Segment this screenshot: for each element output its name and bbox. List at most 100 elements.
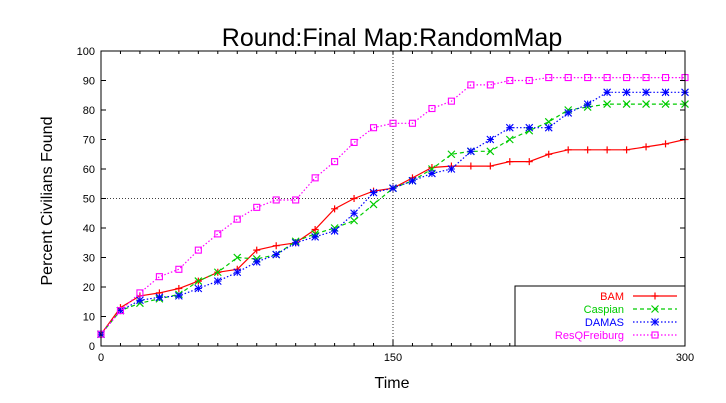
- data-point-square: [214, 230, 222, 238]
- y-tick-label: 80: [83, 105, 95, 117]
- data-point-square: [506, 76, 514, 85]
- data-point-plus: [506, 158, 514, 166]
- x-tick-label: 150: [384, 352, 402, 364]
- legend-label: ResQFreiburg: [555, 330, 624, 342]
- data-point-square: [175, 265, 183, 273]
- y-tick-label: 10: [83, 312, 95, 324]
- data-point-square: [331, 158, 339, 166]
- x-tick-label: 0: [98, 352, 104, 364]
- data-point-star: [525, 123, 534, 132]
- data-point-square: [155, 273, 163, 281]
- data-point-star: [428, 169, 436, 178]
- chart-title: Round:Final Map:RandomMap: [222, 24, 562, 52]
- data-point-x: [505, 135, 514, 144]
- data-point-plus: [662, 140, 670, 148]
- data-point-square: [623, 74, 631, 82]
- data-point-star: [642, 88, 650, 97]
- data-point-star: [174, 291, 183, 300]
- data-point-x: [194, 277, 203, 286]
- data-point-x: [544, 117, 553, 126]
- data-point-plus: [642, 143, 650, 151]
- data-point-square: [428, 104, 436, 113]
- series-lines: [97, 74, 689, 339]
- legend-label: DAMAS: [585, 317, 624, 329]
- data-point-plus: [525, 158, 533, 166]
- y-tick-label: 20: [83, 282, 95, 294]
- data-point-star: [369, 188, 378, 197]
- legend-label: BAM: [600, 291, 624, 303]
- y-tick-label: 70: [83, 135, 95, 147]
- data-point-star: [350, 209, 358, 218]
- data-point-square: [136, 289, 144, 297]
- data-point-plus: [623, 146, 631, 154]
- data-point-plus: [428, 164, 436, 172]
- data-point-square: [603, 74, 611, 82]
- data-point-square: [642, 74, 650, 82]
- data-point-star: [330, 227, 339, 235]
- y-tick-label: 0: [89, 341, 95, 353]
- data-point-square: [194, 246, 202, 254]
- data-point-star: [622, 88, 631, 97]
- data-point-star: [194, 284, 203, 293]
- data-point-star: [651, 318, 659, 326]
- data-point-star: [544, 123, 553, 132]
- y-tick-label: 50: [83, 194, 95, 206]
- data-point-x: [486, 147, 495, 156]
- data-point-plus: [350, 195, 358, 202]
- data-point-star: [447, 165, 456, 173]
- data-point-square: [467, 81, 475, 89]
- data-point-square: [233, 215, 241, 223]
- data-point-x: [447, 150, 456, 159]
- data-point-star: [389, 184, 397, 193]
- data-point-plus: [331, 205, 339, 213]
- series-resqfreiburg: [97, 74, 689, 338]
- data-point-star: [564, 109, 573, 117]
- x-axis-label: Time: [375, 375, 410, 392]
- data-point-plus: [564, 146, 572, 154]
- data-point-star: [505, 123, 514, 132]
- data-point-square: [564, 74, 572, 82]
- y-tick-label: 90: [83, 76, 95, 88]
- y-tick-label: 100: [77, 46, 95, 58]
- data-point-star: [661, 88, 670, 97]
- data-point-plus: [651, 292, 659, 300]
- data-point-x: [233, 253, 242, 262]
- data-point-star: [603, 88, 612, 97]
- data-point-x: [369, 200, 378, 209]
- data-point-plus: [253, 246, 261, 254]
- data-point-x: [651, 305, 659, 313]
- y-tick-label: 30: [83, 253, 95, 265]
- data-point-square: [651, 331, 659, 339]
- data-point-square: [545, 74, 553, 82]
- data-point-square: [292, 196, 300, 204]
- data-point-star: [583, 100, 592, 108]
- data-point-square: [116, 307, 125, 315]
- data-point-plus: [311, 225, 319, 233]
- data-point-star: [213, 277, 222, 285]
- data-point-plus: [603, 146, 611, 154]
- data-point-star: [272, 250, 281, 259]
- data-point-x: [213, 268, 222, 277]
- data-point-star: [116, 306, 125, 315]
- data-point-plus: [272, 242, 280, 250]
- data-point-star: [233, 268, 242, 277]
- series-line: [100, 76, 685, 335]
- data-point-plus: [175, 284, 183, 292]
- data-point-star: [408, 176, 417, 185]
- data-point-square: [369, 124, 378, 132]
- y-tick-label: 60: [83, 164, 95, 176]
- data-point-x: [350, 216, 358, 225]
- data-point-square: [311, 174, 319, 182]
- data-point-square: [272, 196, 280, 204]
- data-point-square: [408, 119, 417, 127]
- data-point-star: [291, 238, 300, 247]
- data-point-plus: [545, 150, 553, 158]
- x-tick-label: 300: [676, 352, 694, 364]
- data-point-square: [486, 81, 494, 89]
- data-point-star: [311, 232, 320, 241]
- series-damas: [97, 88, 689, 339]
- data-point-star: [136, 296, 144, 305]
- data-point-x: [642, 100, 650, 109]
